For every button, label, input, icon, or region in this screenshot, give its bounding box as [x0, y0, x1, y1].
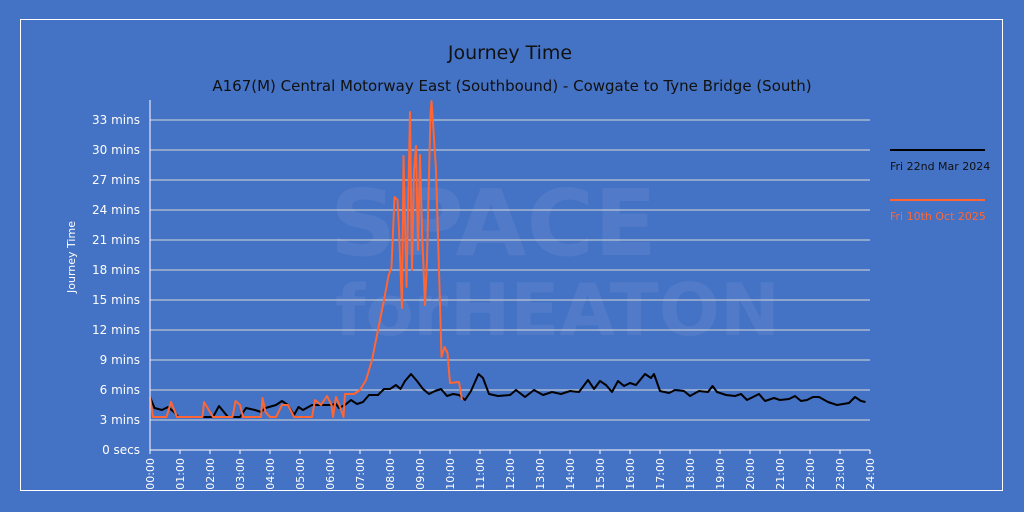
x-tick-label: 10:00 — [444, 458, 457, 490]
x-tick-label: 15:00 — [594, 458, 607, 490]
chart-title: Journey Time — [447, 42, 572, 64]
x-tick-label: 16:00 — [624, 458, 637, 490]
series-line-2 — [149, 100, 463, 418]
chart-subtitle: A167(M) Central Motorway East (Southboun… — [212, 77, 811, 95]
y-tick-label: 3 mins — [100, 413, 140, 427]
x-tick-label: 07:00 — [354, 458, 367, 490]
x-tick-label: 22:00 — [804, 458, 817, 490]
x-tick-label: 06:00 — [324, 458, 337, 490]
x-tick-label: 19:00 — [714, 458, 727, 490]
y-tick-label: 18 mins — [92, 263, 140, 277]
chart-frame — [20, 19, 1003, 491]
x-tick-label: 17:00 — [654, 458, 667, 490]
y-tick-label: 0 secs — [102, 443, 140, 457]
y-tick-label: 33 mins — [92, 113, 140, 127]
legend: Fri 22nd Mar 2024 Fri 10th Oct 2025 — [890, 149, 990, 223]
legend-label-series-1: Fri 22nd Mar 2024 — [890, 160, 990, 173]
x-tick-label: 00:00 — [144, 458, 157, 490]
watermark-heaton: HEATON — [450, 268, 780, 352]
x-tick-label: 12:00 — [504, 458, 517, 490]
y-tick-label: 21 mins — [92, 233, 140, 247]
x-tick-label: 04:00 — [264, 458, 277, 490]
y-tick-label: 30 mins — [92, 143, 140, 157]
y-tick-label: 24 mins — [92, 203, 140, 217]
x-tick-label: 03:00 — [234, 458, 247, 490]
x-tick-label: 05:00 — [294, 458, 307, 490]
y-tick-label: 9 mins — [100, 353, 140, 367]
watermark-logo: SPACE for HEATON — [330, 170, 780, 352]
watermark-space: SPACE — [330, 170, 657, 277]
y-tick-label: 6 mins — [100, 383, 140, 397]
x-tick-label: 11:00 — [474, 458, 487, 490]
x-tick-label: 08:00 — [384, 458, 397, 490]
y-tick-label: 12 mins — [92, 323, 140, 337]
x-tick-label: 01:00 — [174, 458, 187, 490]
y-tick-label: 15 mins — [92, 293, 140, 307]
y-tick-label: 27 mins — [92, 173, 140, 187]
x-tick-label: 14:00 — [564, 458, 577, 490]
watermark-for: for — [335, 270, 449, 352]
x-tick-label: 09:00 — [414, 458, 427, 490]
x-tick-label: 20:00 — [744, 458, 757, 490]
x-tick-label: 13:00 — [534, 458, 547, 490]
x-tick-label: 24:00 — [864, 458, 877, 490]
x-tick-label: 18:00 — [684, 458, 697, 490]
x-tick-label: 21:00 — [774, 458, 787, 490]
x-tick-label: 02:00 — [204, 458, 217, 490]
x-tick-label: 23:00 — [834, 458, 847, 490]
series-line-1 — [149, 373, 866, 418]
legend-label-series-2: Fri 10th Oct 2025 — [890, 210, 986, 223]
y-axis-label: Journey Time — [65, 221, 78, 294]
